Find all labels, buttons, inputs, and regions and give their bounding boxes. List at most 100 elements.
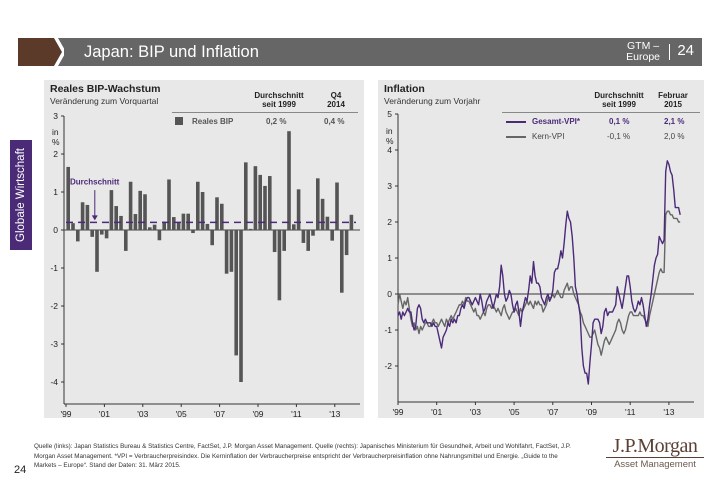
gdp-bar (210, 230, 214, 246)
legend-average: -0,1 % (607, 132, 631, 141)
gdp-col-average-header: Durchschnitt seit 1999 (244, 91, 314, 109)
legend-latest: 2,0 % (664, 132, 685, 141)
y-tick-label: -1 (50, 263, 58, 273)
gdp-unit-label: in % (52, 127, 60, 147)
gdp-bar (292, 224, 296, 230)
logo-rule (606, 457, 704, 458)
legend-label: Reales BIP (192, 117, 234, 126)
gdp-bar (215, 197, 219, 230)
gdp-bar (234, 230, 238, 356)
gdp-bar (85, 204, 90, 230)
inflation-unit-label: in % (386, 126, 394, 146)
legend-latest: 0,4 % (324, 117, 345, 126)
jpmorgan-logo: J.P.Morgan Asset Management (600, 436, 710, 470)
gdp-bar (224, 230, 229, 274)
gdp-bar (167, 179, 171, 230)
gdp-bar (176, 222, 181, 230)
gtm-line1: GTM – (627, 40, 660, 52)
gdp-chart: 3 2 1 0 -1 -2 -3 -4 '99 '01 '03 '05 '07 '09 '11 '13 Durc… (50, 111, 360, 418)
gdp-bar (124, 230, 128, 251)
kern-vpi-line (397, 210, 681, 356)
x-tick-label: '01 (99, 409, 110, 418)
header-divider (669, 44, 670, 60)
y-tick-label: -3 (50, 339, 58, 349)
col-head-line: Durchschnitt (254, 91, 304, 100)
footer-page-number: 24 (14, 464, 27, 476)
col-head-line: seit 1999 (602, 100, 636, 109)
gdp-bar (200, 192, 205, 230)
gtm-line2: Europe (626, 51, 660, 63)
inflation-chart-title: Inflation (384, 83, 425, 95)
gdp-bar (191, 230, 195, 234)
legend-swatch-bar (175, 117, 183, 125)
col-head-line: 2015 (664, 100, 682, 109)
gdp-bar (268, 176, 272, 230)
gdp-bar (71, 223, 75, 230)
gdp-bar (253, 166, 258, 230)
gdp-bar (128, 181, 133, 230)
x-tick-label: '11 (291, 409, 302, 418)
y-tick-label: -2 (50, 301, 58, 311)
gdp-bar (138, 190, 142, 230)
gdp-bar (277, 230, 282, 301)
gdp-bar (162, 221, 166, 230)
gdp-bar (311, 230, 315, 236)
gdp-bar (335, 182, 339, 230)
gdp-bar (330, 230, 334, 241)
y-tick-label: 5 (387, 109, 392, 119)
gdp-bar (76, 230, 80, 242)
gdp-bar (205, 223, 210, 230)
gdp-bar (325, 216, 330, 230)
inflation-chart-subtitle: Veränderung zum Vorjahr (384, 96, 481, 106)
inflation-col-latest-header: Februar 2015 (650, 91, 696, 109)
gdp-bar (172, 217, 176, 230)
col-head-line: seit 1999 (262, 100, 296, 109)
x-tick-label: '09 (586, 407, 597, 417)
gdp-bar (239, 230, 243, 382)
x-tick-label: '99 (60, 409, 71, 418)
legend-average: 0,1 % (609, 117, 630, 126)
x-tick-label: '13 (663, 407, 674, 417)
y-tick-label: 2 (387, 217, 392, 227)
legend-swatch-line (506, 121, 526, 123)
gdp-bar (104, 230, 109, 239)
gdp-bar (66, 166, 70, 230)
gdp-bar (152, 224, 157, 230)
col-head-line: Februar (658, 91, 688, 100)
x-tick-label: '13 (329, 409, 340, 418)
gdp-bar (181, 213, 186, 230)
page-title: Japan: BIP und Inflation (84, 43, 259, 61)
gdp-bar (258, 174, 262, 230)
y-tick-label: 4 (387, 145, 392, 155)
x-tick-label: '11 (625, 407, 636, 417)
gdp-bar (220, 203, 224, 230)
x-tick-label: '03 (137, 409, 148, 418)
legend-latest: 2,1 % (664, 117, 685, 126)
gdp-bar (282, 230, 286, 251)
gdp-bar (320, 198, 325, 230)
inflation-chart-panel: Inflation Veränderung zum Vorjahr Durchs… (378, 80, 704, 418)
legend-label: Gesamt-VPI* (532, 117, 581, 126)
gdp-bar (148, 227, 152, 230)
gdp-bar (272, 230, 277, 253)
x-tick-label: '99 (392, 407, 403, 417)
y-tick-label: -1 (384, 325, 392, 335)
average-annotation: Durchschnitt (70, 177, 120, 186)
unit-line: % (52, 137, 60, 147)
x-tick-label: '03 (470, 407, 481, 417)
legend-item-reales-bip: Reales BIP 0,2 % 0,4 % (44, 117, 364, 127)
unit-line: in (52, 127, 59, 137)
gdp-bar (287, 131, 291, 230)
gdp-bar (344, 230, 349, 256)
section-tab: Globale Wirtschaft (10, 140, 32, 250)
y-tick-label: 3 (53, 111, 58, 121)
legend-label: Kern-VPI (532, 132, 565, 141)
y-tick-label: -2 (384, 361, 392, 371)
gdp-bar (244, 162, 248, 230)
col-head-line: Q4 (330, 91, 342, 100)
gesamt-vpi-line (397, 160, 681, 385)
legend-item-kern-vpi: Kern-VPI -0,1 % 2,0 % (378, 132, 704, 142)
y-tick-label: 0 (53, 225, 58, 235)
gdp-bar (100, 230, 104, 235)
gdp-bar (196, 181, 200, 230)
